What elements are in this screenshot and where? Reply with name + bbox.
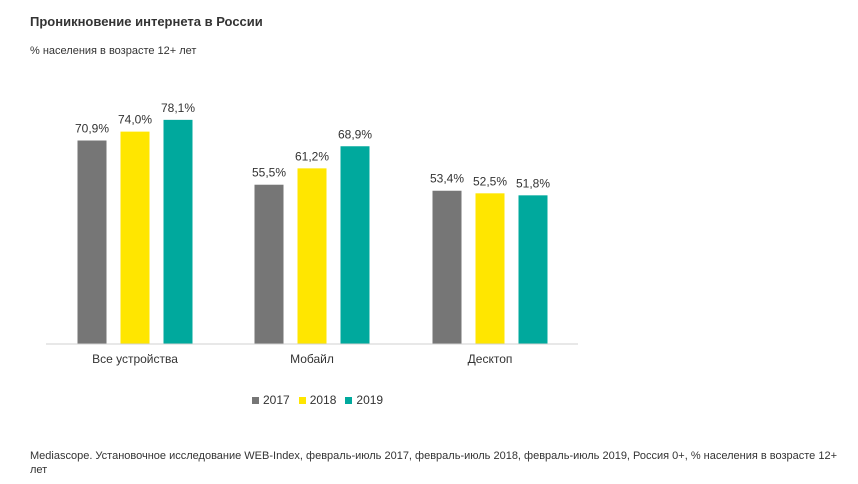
bar-2018-1 bbox=[120, 131, 150, 344]
bars-group bbox=[77, 119, 548, 344]
category-label-3: Десктоп bbox=[468, 352, 513, 366]
legend-label-2019: 2019 bbox=[356, 393, 384, 407]
bar-2017-2 bbox=[254, 184, 284, 344]
chart-subtitle: % населения в возрасте 12+ лет bbox=[30, 45, 197, 57]
legend-swatch-2019 bbox=[345, 396, 353, 404]
legend-label-2018: 2018 bbox=[309, 393, 337, 407]
bar-2017-1 bbox=[77, 140, 107, 344]
value-label-2019-3: 51,8% bbox=[516, 176, 550, 190]
bar-2017-3 bbox=[432, 190, 462, 344]
bar-2018-2 bbox=[297, 168, 327, 344]
value-label-2017-2: 55,5% bbox=[252, 166, 286, 180]
chart-title: Проникновение интернета в России bbox=[30, 14, 263, 29]
value-label-2018-2: 61,2% bbox=[295, 149, 329, 163]
legend-item-2019: 2019 bbox=[345, 393, 383, 407]
source-note: Mediascope. Установочное исследование WE… bbox=[30, 450, 838, 476]
value-label-2017-3: 53,4% bbox=[430, 172, 464, 186]
legend-label-2017: 2017 bbox=[263, 393, 290, 407]
value-label-2017-1: 70,9% bbox=[75, 122, 109, 136]
legend-swatch-2017 bbox=[252, 396, 259, 404]
value-labels-group: 70,9% 74,0% 78,1% 55,5% 61,2% 68,9% 53,4% 52,5%… bbox=[75, 101, 550, 190]
bar-2019-3 bbox=[518, 195, 548, 344]
category-labels-group: Все устройства Мобайл Десктоп bbox=[92, 352, 512, 366]
value-label-2018-1: 74,0% bbox=[118, 113, 152, 127]
bar-2019-1 bbox=[163, 119, 193, 344]
category-label-1: Все устройства bbox=[92, 352, 178, 366]
bar-2018-3 bbox=[475, 193, 505, 344]
value-label-2019-1: 78,1% bbox=[161, 101, 195, 115]
value-label-2018-3: 52,5% bbox=[473, 174, 507, 188]
bar-chart: 70,9% 74,0% 78,1% 55,5% 61,2% 68,9% 53,4% 52,5%… bbox=[46, 101, 578, 366]
bar-2019-2 bbox=[340, 146, 370, 344]
value-label-2019-2: 68,9% bbox=[338, 127, 372, 141]
legend-item-2018: 2018 bbox=[298, 393, 337, 407]
legend-item-2017: 2017 bbox=[252, 393, 290, 407]
category-label-2: Мобайл bbox=[290, 352, 334, 366]
legend: 2017 2018 2019 bbox=[252, 393, 392, 407]
legend-swatch-2018 bbox=[298, 396, 306, 404]
